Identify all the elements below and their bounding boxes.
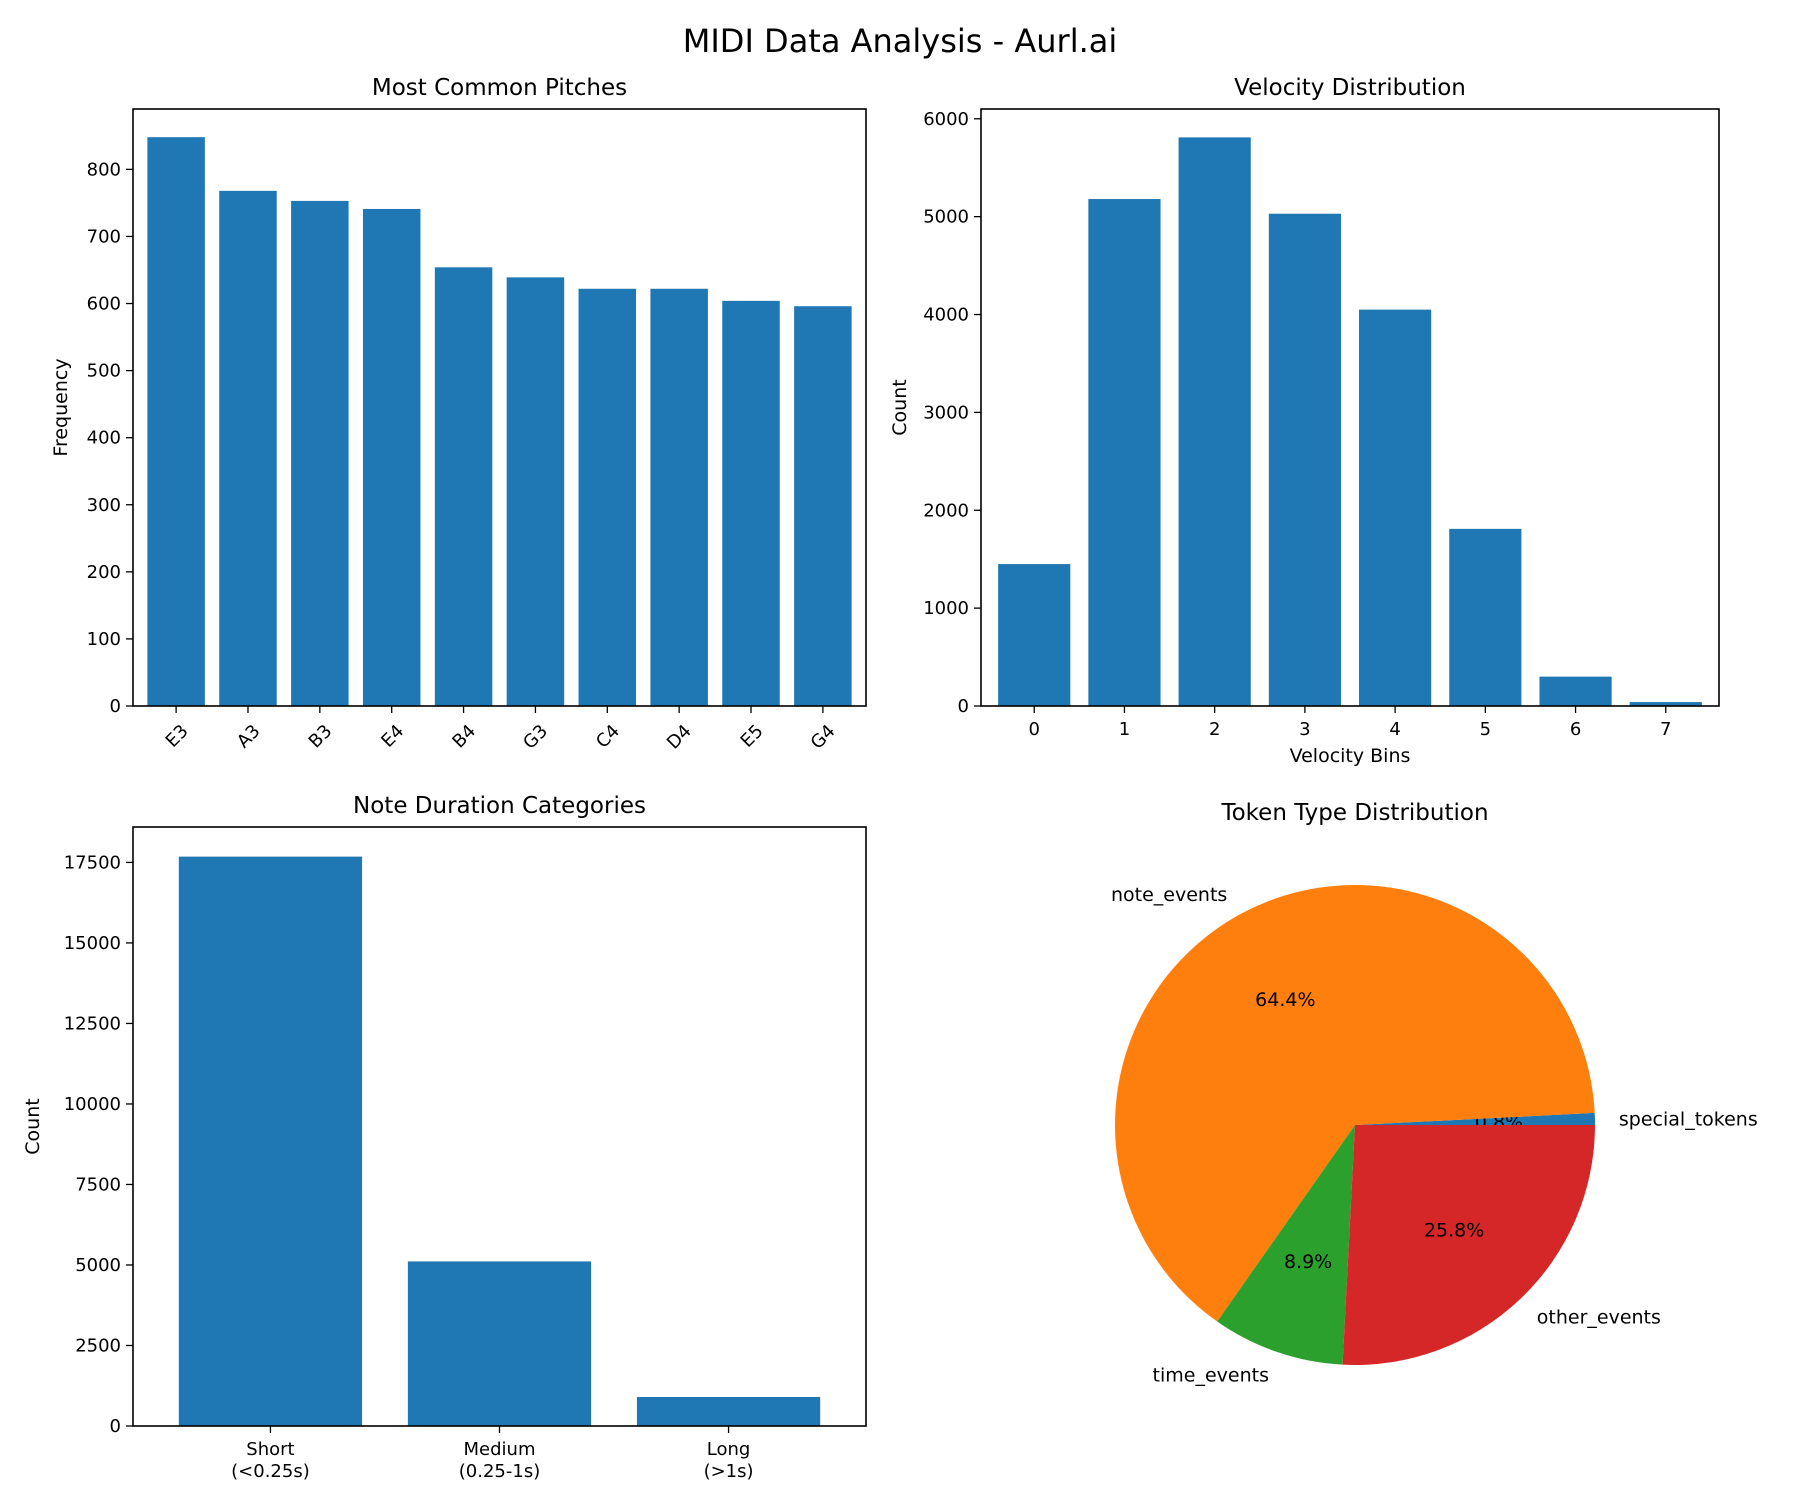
bar-9 bbox=[794, 306, 852, 706]
y-tick-label: 10000 bbox=[64, 1094, 121, 1115]
x-tick-label: 1 bbox=[1119, 719, 1130, 740]
panel-title: Most Common Pitches bbox=[372, 75, 627, 101]
pie-label: special_tokens bbox=[1619, 1108, 1758, 1130]
x-tick-label: A3 bbox=[233, 721, 265, 753]
x-axis-label: Velocity Bins bbox=[1290, 745, 1411, 767]
bar-5 bbox=[1449, 528, 1522, 706]
x-tick-label: C4 bbox=[592, 721, 624, 753]
x-tick-label: Short (<0.25s) bbox=[231, 1439, 310, 1482]
plot-frame bbox=[132, 108, 867, 707]
x-tick-label-line: (0.25-1s) bbox=[459, 1461, 540, 1482]
x-tick-label: 2 bbox=[1209, 719, 1220, 740]
y-tick-label: 6000 bbox=[923, 109, 969, 130]
y-tick-label: 200 bbox=[87, 562, 121, 583]
y-tick-label: 5000 bbox=[923, 207, 969, 228]
y-tick-label: 0 bbox=[110, 696, 121, 717]
bar-6 bbox=[578, 288, 637, 706]
bar-1 bbox=[219, 190, 277, 707]
y-tick-label: 600 bbox=[87, 294, 121, 315]
plot-frame bbox=[980, 108, 1720, 707]
y-axis-label: Frequency bbox=[50, 358, 72, 456]
x-tick-label: D4 bbox=[663, 721, 696, 754]
y-tick-label: 15000 bbox=[64, 933, 121, 954]
y-tick-label: 800 bbox=[87, 159, 121, 180]
pie-panel: special_tokens0.8%note_events64.4%time_e… bbox=[1111, 800, 1758, 1387]
pie-percent-label: 64.4% bbox=[1255, 989, 1315, 1011]
y-tick-label: 5000 bbox=[75, 1255, 121, 1276]
bar-8 bbox=[722, 300, 780, 706]
x-tick-label: B4 bbox=[448, 721, 480, 753]
bar-0 bbox=[178, 856, 363, 1426]
pie-label: other_events bbox=[1537, 1306, 1661, 1328]
y-tick-label: 400 bbox=[87, 428, 121, 449]
y-axis-label: Count bbox=[889, 379, 911, 435]
pie-label: time_events bbox=[1153, 1365, 1269, 1387]
bar-6 bbox=[1539, 676, 1612, 706]
pie-label: note_events bbox=[1111, 884, 1227, 906]
x-tick-label: 7 bbox=[1660, 719, 1671, 740]
bar-3 bbox=[362, 208, 421, 706]
x-tick-label: 5 bbox=[1480, 719, 1491, 740]
x-tick-label: 3 bbox=[1299, 719, 1310, 740]
x-tick-label: E3 bbox=[162, 721, 193, 752]
bar-4 bbox=[1359, 309, 1432, 706]
y-tick-label: 3000 bbox=[923, 402, 969, 423]
bar-0 bbox=[147, 137, 205, 706]
x-tick-label-line: Long bbox=[707, 1439, 751, 1460]
x-tick-label-line: (>1s) bbox=[704, 1461, 754, 1482]
bar-4 bbox=[434, 267, 493, 706]
y-tick-label: 2500 bbox=[75, 1335, 121, 1356]
bar-5 bbox=[506, 277, 565, 706]
y-axis-label: Count bbox=[22, 1098, 44, 1154]
bar-2 bbox=[291, 200, 349, 706]
bar-0 bbox=[998, 564, 1071, 706]
x-tick-label: G3 bbox=[519, 721, 552, 754]
y-tick-label: 100 bbox=[87, 629, 121, 650]
bar-2 bbox=[636, 1397, 821, 1426]
y-tick-label: 700 bbox=[87, 226, 121, 247]
x-tick-label: G4 bbox=[807, 721, 840, 754]
bar-7 bbox=[650, 288, 708, 706]
panel-title: Token Type Distribution bbox=[1220, 800, 1488, 826]
bar-7 bbox=[1629, 702, 1702, 706]
pie-slice-special_tokens bbox=[1355, 1112, 1595, 1125]
pie-slice-time_events bbox=[1217, 1125, 1355, 1365]
y-tick-label: 500 bbox=[87, 361, 121, 382]
x-tick-label: B3 bbox=[305, 721, 337, 753]
x-tick-label: 6 bbox=[1570, 719, 1581, 740]
x-tick-label-line: Medium bbox=[464, 1439, 536, 1460]
x-tick-label-line: Short bbox=[246, 1439, 294, 1460]
y-tick-label: 1000 bbox=[923, 598, 969, 619]
bar-3 bbox=[1268, 213, 1341, 706]
bar-panel-0: 0 100 200 300 400 500 600 700 800 E3 A3 B3 E4 B4 G3 C4 D… bbox=[50, 75, 867, 754]
y-tick-label: 2000 bbox=[923, 500, 969, 521]
bar-1 bbox=[407, 1261, 592, 1426]
y-tick-label: 300 bbox=[87, 495, 121, 516]
bar-2 bbox=[1178, 137, 1251, 707]
x-tick-label: 0 bbox=[1029, 719, 1040, 740]
y-tick-label: 7500 bbox=[75, 1174, 121, 1195]
bar-panel-1: 0 1000 2000 3000 4000 5000 6000 0 1 2 3 4 5 6 7 Velocit… bbox=[889, 75, 1720, 767]
x-tick-label: E4 bbox=[377, 721, 408, 752]
bar-panel-2: 0 2500 5000 7500 10000 12500 15000 17500 Short (<… bbox=[22, 793, 867, 1482]
x-tick-label-line: (<0.25s) bbox=[231, 1461, 310, 1482]
bar-1 bbox=[1088, 199, 1161, 706]
pie-slice-note_events bbox=[1115, 885, 1595, 1322]
x-tick-label: 4 bbox=[1389, 719, 1400, 740]
y-tick-label: 4000 bbox=[923, 305, 969, 326]
y-tick-label: 12500 bbox=[64, 1013, 121, 1034]
x-tick-label: Medium (0.25-1s) bbox=[459, 1439, 540, 1482]
y-tick-label: 17500 bbox=[64, 852, 121, 873]
panel-title: Velocity Distribution bbox=[1234, 75, 1466, 101]
x-tick-label: E5 bbox=[737, 721, 768, 752]
pie-percent-label: 25.8% bbox=[1424, 1219, 1484, 1241]
figure-title: MIDI Data Analysis - Aurl.ai bbox=[682, 22, 1118, 60]
y-tick-label: 0 bbox=[958, 696, 969, 717]
pie-percent-label: 8.9% bbox=[1284, 1251, 1332, 1273]
x-tick-label: Long (>1s) bbox=[704, 1439, 754, 1482]
panel-title: Note Duration Categories bbox=[353, 793, 646, 819]
y-tick-label: 0 bbox=[110, 1416, 121, 1437]
pie-slice-other_events bbox=[1342, 1125, 1595, 1366]
